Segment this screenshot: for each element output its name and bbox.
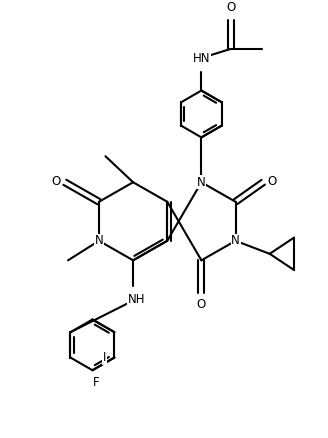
Text: N: N [231, 234, 240, 247]
Text: HN: HN [193, 52, 210, 64]
Text: O: O [51, 175, 61, 188]
Text: N: N [197, 176, 206, 189]
Text: NH: NH [128, 293, 145, 307]
Text: N: N [94, 234, 103, 247]
Text: O: O [267, 175, 277, 188]
Text: F: F [92, 376, 99, 389]
Text: O: O [226, 1, 235, 14]
Text: O: O [197, 298, 206, 311]
Text: I: I [103, 351, 106, 364]
